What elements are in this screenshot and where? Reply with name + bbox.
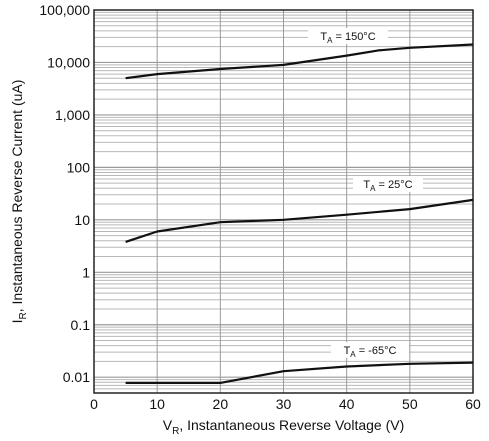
y-tick-label: 0.01 [63, 369, 90, 385]
y-tick-label: 100 [67, 159, 91, 175]
series-label-sub: A [350, 350, 356, 359]
series-line [125, 43, 474, 80]
x-axis-title-main: V [163, 417, 173, 433]
y-tick-label: 1,000 [55, 107, 90, 123]
series-label: TA = 150°C [308, 28, 388, 45]
series-label-text: TA = 150°C [320, 31, 375, 45]
y-axis-title-rest: , Instantaneous Reverse Current (uA) [9, 80, 25, 313]
series-label-value: = -65°C [356, 345, 397, 357]
series-label-main: T [344, 345, 351, 357]
y-tick-labels: 0.01 0.1 1 10 100 1,000 10,000 100,000 [39, 2, 90, 385]
y-tick-label: 1 [82, 264, 90, 280]
series-label-text: TA = -65°C [344, 345, 397, 359]
series-label-main: T [320, 31, 327, 43]
series-label-background [353, 176, 423, 192]
x-axis-title-sub: R [172, 426, 179, 437]
x-axis-title: VR, Instantaneous Reverse Voltage (V) [163, 417, 405, 437]
series-label: TA = 25°C [353, 176, 423, 193]
series-label-background [331, 342, 409, 358]
x-tick-labels: 0 10 20 30 40 50 60 [90, 396, 481, 412]
series-label: TA = -65°C [331, 342, 409, 359]
plot-frame [93, 9, 474, 394]
series-layer: TA = 150°CTA = 25°CTA = -65°C [125, 28, 474, 384]
x-tick-label: 40 [339, 396, 355, 412]
y-tick-label: 100,000 [39, 2, 90, 18]
y-tick-label: 0.1 [71, 317, 91, 333]
x-tick-label: 30 [276, 396, 292, 412]
series-label-value: = 25°C [375, 179, 412, 191]
x-tick-label: 60 [465, 396, 481, 412]
y-axis-title-sub: R [18, 312, 29, 319]
x-tick-label: 20 [213, 396, 229, 412]
y-axis-title: IR, Instantaneous Reverse Current (uA) [9, 80, 29, 324]
x-tick-label: 10 [149, 396, 165, 412]
series-label-text: TA = 25°C [363, 179, 412, 193]
series-label-value: = 150°C [332, 31, 375, 43]
series-label-sub: A [370, 184, 376, 193]
series-line [125, 198, 474, 243]
grid [93, 10, 474, 394]
y-tick-label: 10,000 [47, 54, 90, 70]
x-axis-title-rest: , Instantaneous Reverse Voltage (V) [179, 417, 404, 433]
y-tick-label: 10 [74, 212, 90, 228]
series-label-sub: A [327, 36, 333, 45]
series-label-main: T [363, 179, 370, 191]
x-tick-label: 50 [402, 396, 418, 412]
x-tick-label: 0 [90, 396, 98, 412]
series-line [125, 361, 474, 384]
series-label-background [308, 28, 388, 44]
y-axis-title-main: I [9, 320, 25, 324]
